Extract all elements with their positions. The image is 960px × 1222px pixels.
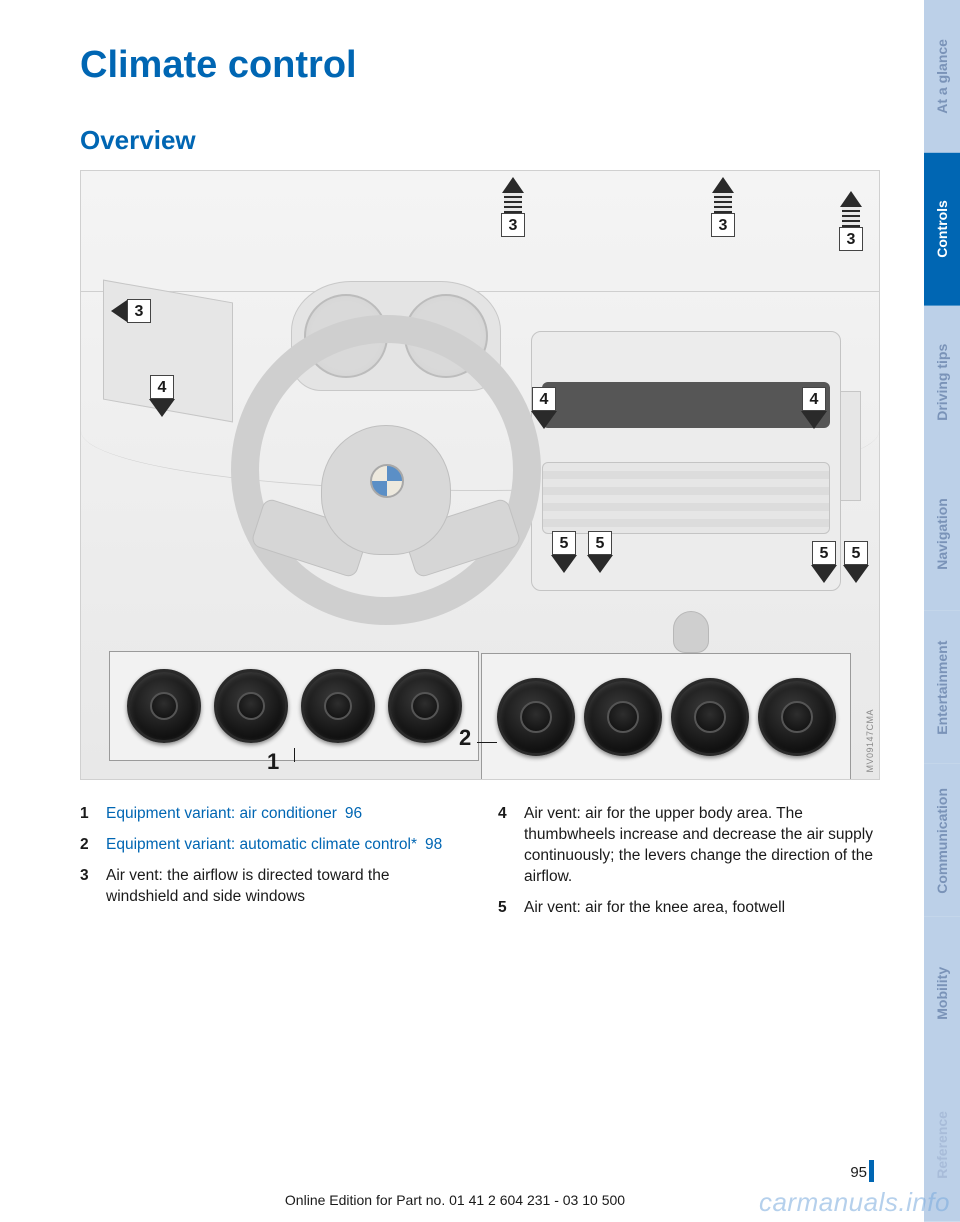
legend-num: 5 <box>498 898 524 919</box>
callout-5: 5 <box>811 541 837 583</box>
arrow-down-icon <box>811 565 837 583</box>
callout-4: 4 <box>149 375 175 417</box>
inset-label-2: 2 <box>459 725 471 751</box>
arrow-tail <box>842 207 860 227</box>
callout-number: 3 <box>501 213 525 237</box>
dial-icon <box>584 678 662 756</box>
tab-navigation[interactable]: Navigation <box>924 458 960 611</box>
legend-num: 2 <box>80 835 106 856</box>
callout-number: 5 <box>552 531 576 555</box>
page-number-bar <box>869 1160 874 1182</box>
legend-item: 4 Air vent: air for the upper body area.… <box>498 804 880 888</box>
legend-num: 4 <box>498 804 524 888</box>
callout-number: 4 <box>150 375 174 399</box>
legend-text: Equipment variant: air conditioner 96 <box>106 804 362 825</box>
shifter-knob <box>673 611 709 653</box>
arrow-down-icon <box>843 565 869 583</box>
legend-col-right: 4 Air vent: air for the upper body area.… <box>498 804 880 929</box>
callout-number: 5 <box>588 531 612 555</box>
overview-diagram: 3 3 3 3 4 4 <box>80 170 880 780</box>
legend-col-left: 1 Equipment variant: air conditioner 96 2… <box>80 804 462 929</box>
legend-num: 1 <box>80 804 106 825</box>
legend-page[interactable]: 98 <box>425 836 442 853</box>
callout-5: 5 <box>551 531 577 573</box>
dial-icon <box>671 678 749 756</box>
callout-3: 3 <box>711 177 735 237</box>
tab-at-a-glance[interactable]: At a glance <box>924 0 960 153</box>
tab-mobility[interactable]: Mobility <box>924 917 960 1070</box>
bmw-logo-icon <box>370 464 404 498</box>
legend-link[interactable]: Equipment variant: air conditioner <box>106 805 337 822</box>
arrow-down-icon <box>801 411 827 429</box>
page-number-value: 95 <box>850 1164 867 1181</box>
legend-item: 3 Air vent: the airflow is directed towa… <box>80 866 462 908</box>
inset-air-conditioner <box>109 651 479 761</box>
tab-communication[interactable]: Communication <box>924 764 960 917</box>
callout-number: 3 <box>711 213 735 237</box>
page-title: Climate control <box>80 44 880 87</box>
legend-text: Equipment variant: automatic climate con… <box>106 835 442 856</box>
legend-item: 1 Equipment variant: air conditioner 96 <box>80 804 462 825</box>
arrow-up-icon <box>502 177 524 193</box>
legend-item: 5 Air vent: air for the knee area, footw… <box>498 898 880 919</box>
wheel-hub <box>321 425 451 555</box>
callout-number: 4 <box>532 387 556 411</box>
callout-number: 3 <box>127 299 151 323</box>
steering-wheel <box>231 315 541 625</box>
legend-item: 2 Equipment variant: automatic climate c… <box>80 835 462 856</box>
arrow-left-icon <box>111 300 127 322</box>
callout-number: 5 <box>812 541 836 565</box>
callout-3: 3 <box>501 177 525 237</box>
dial-icon <box>497 678 575 756</box>
legend-text: Air vent: the airflow is directed toward… <box>106 866 462 908</box>
arrow-tail <box>504 193 522 213</box>
callout-5: 5 <box>587 531 613 573</box>
tab-driving-tips[interactable]: Driving tips <box>924 306 960 459</box>
callout-5: 5 <box>843 541 869 583</box>
callout-number: 5 <box>844 541 868 565</box>
callout-3: 3 <box>839 191 863 251</box>
callout-number: 3 <box>839 227 863 251</box>
dial-icon <box>758 678 836 756</box>
section-heading: Overview <box>80 125 880 156</box>
arrow-up-icon <box>712 177 734 193</box>
tab-entertainment[interactable]: Entertainment <box>924 611 960 764</box>
dial-icon <box>388 669 462 743</box>
center-stack <box>531 331 841 591</box>
dial-icon <box>214 669 288 743</box>
page: Climate control Overview <box>0 0 960 1222</box>
arrow-down-icon <box>587 555 613 573</box>
tick-mark <box>294 748 295 762</box>
callout-4: 4 <box>531 387 557 429</box>
page-number: 95 <box>80 1160 880 1182</box>
dial-icon <box>301 669 375 743</box>
legend: 1 Equipment variant: air conditioner 96 2… <box>80 804 880 929</box>
image-code: MV09147CMA <box>865 709 875 773</box>
dial-icon <box>127 669 201 743</box>
content-area: Climate control Overview <box>80 44 880 929</box>
legend-num: 3 <box>80 866 106 908</box>
legend-text: Air vent: air for the knee area, footwel… <box>524 898 785 919</box>
callout-3: 3 <box>111 299 151 323</box>
inset-auto-climate <box>481 653 851 780</box>
arrow-down-icon <box>149 399 175 417</box>
callout-number: 4 <box>802 387 826 411</box>
tab-controls[interactable]: Controls <box>924 153 960 306</box>
arrow-tail <box>714 193 732 213</box>
legend-text: Air vent: air for the upper body area. T… <box>524 804 880 888</box>
arrow-up-icon <box>840 191 862 207</box>
leader-line <box>477 742 497 743</box>
arrow-down-icon <box>551 555 577 573</box>
legend-page[interactable]: 96 <box>345 805 362 822</box>
side-tabs: At a glance Controls Driving tips Naviga… <box>924 0 960 1222</box>
legend-link[interactable]: Equipment variant: automatic climate con… <box>106 836 417 853</box>
callout-4: 4 <box>801 387 827 429</box>
watermark: carmanuals.info <box>759 1187 950 1218</box>
inset-label-1: 1 <box>267 749 279 775</box>
arrow-down-icon <box>531 411 557 429</box>
